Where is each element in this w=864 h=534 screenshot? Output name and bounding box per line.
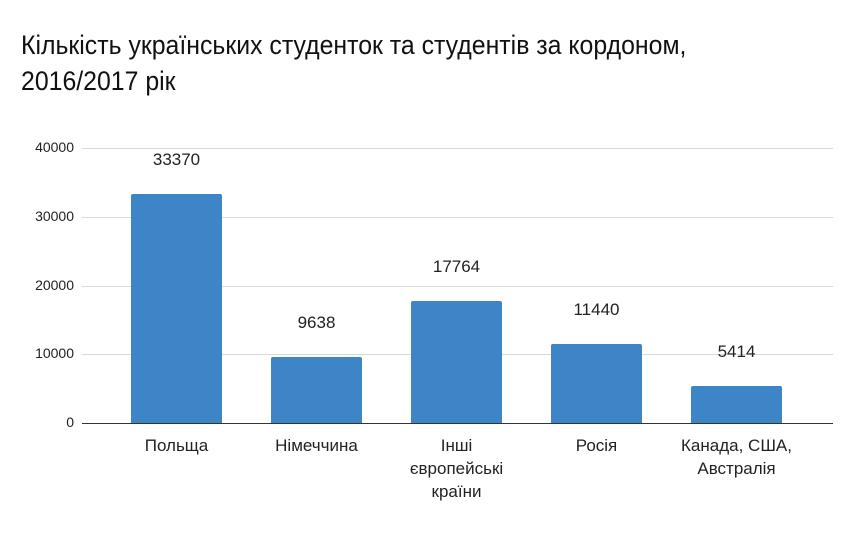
x-category-label-line: Польща [144,436,209,455]
bar [131,193,222,423]
y-tick-label: 10000 [35,345,74,361]
gridline [82,148,833,149]
bar [691,385,782,423]
bar [411,300,502,423]
x-category-label-line: Канада, США, [681,436,792,455]
x-category-label: Канада, США, Австралія [667,434,807,480]
data-label: 17764 [432,256,481,276]
x-category-label-line: Росія [575,436,618,455]
data-label: 33370 [152,149,201,169]
x-category-label-line: Німеччина [275,436,358,455]
gridline [82,286,833,287]
y-tick-label: 30000 [35,208,74,224]
bar [271,356,362,423]
x-category-label: Росія [527,434,667,457]
y-tick-label: 20000 [35,277,74,293]
data-label: 5414 [717,341,756,361]
x-category-label: Німеччина [247,434,387,457]
y-tick-label: 40000 [35,139,74,155]
y-tick-label: 0 [66,414,74,430]
x-axis-line [82,423,833,424]
bar [551,344,642,423]
gridline [82,217,833,218]
x-category-label: Інші європейські країни [387,434,527,503]
x-category-label-line: Австралія [697,459,776,478]
chart-title: Кількість українських студенток та студе… [21,30,687,96]
x-category-label: Польща [107,434,247,457]
x-category-label-line: європейські [409,459,504,478]
x-category-label-line: країни [431,482,482,501]
data-label: 11440 [573,300,620,320]
data-label: 9638 [297,312,336,332]
x-category-label-line: Інші [440,436,473,455]
